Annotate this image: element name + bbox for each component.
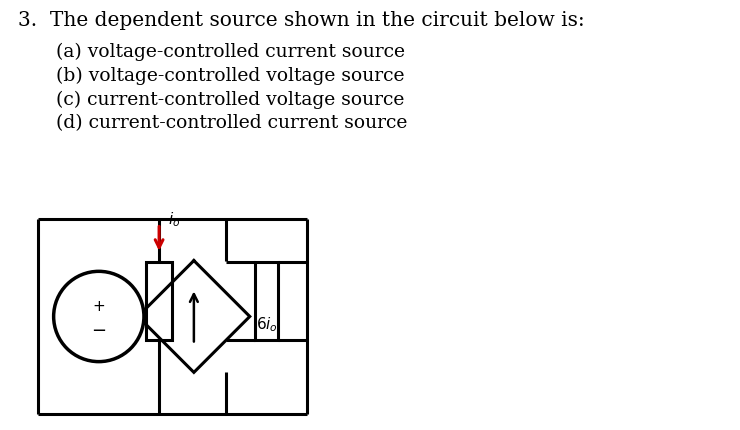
Text: (b) voltage-controlled voltage source: (b) voltage-controlled voltage source xyxy=(56,67,404,85)
Text: 3.  The dependent source shown in the circuit below is:: 3. The dependent source shown in the cir… xyxy=(18,11,585,30)
Text: $i_o$: $i_o$ xyxy=(168,210,181,229)
Bar xyxy=(146,262,172,340)
Text: $-$: $-$ xyxy=(91,320,107,338)
Text: (a) voltage-controlled current source: (a) voltage-controlled current source xyxy=(56,43,405,61)
Ellipse shape xyxy=(53,271,144,362)
Text: $+$: $+$ xyxy=(92,300,105,313)
Bar xyxy=(255,262,278,340)
Text: $6i_o$: $6i_o$ xyxy=(256,316,278,335)
Text: (d) current-controlled current source: (d) current-controlled current source xyxy=(56,114,407,132)
Text: (c) current-controlled voltage source: (c) current-controlled voltage source xyxy=(56,90,404,108)
